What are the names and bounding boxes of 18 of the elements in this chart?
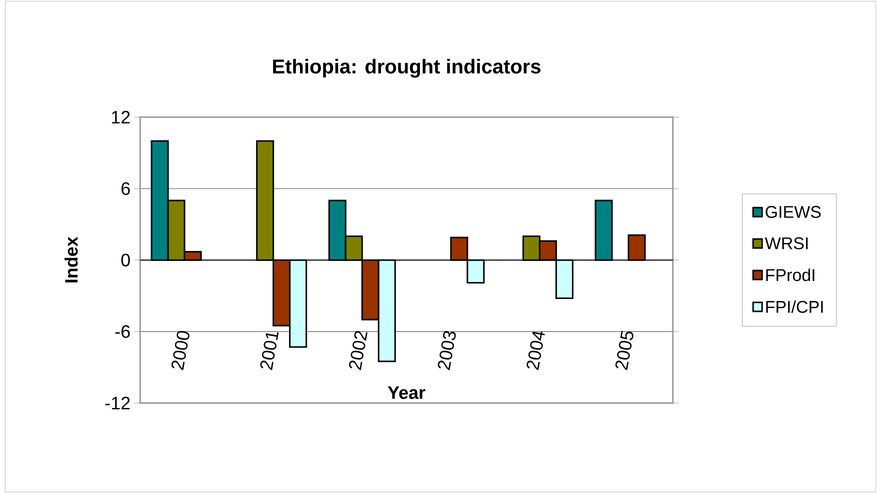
y-tick-label: 0 [121,254,130,266]
chart-title: Ethiopia: drought indicators [273,58,540,78]
legend-label: GIEWS [766,206,821,218]
y-tick-label: -12 [105,396,130,410]
y-axis-title: Index [64,236,78,282]
legend-label: FProdI [766,268,814,282]
legend-label: FPI/CPI [766,300,823,313]
x-tick-label: 2004 [526,331,545,370]
y-tick-label: 6 [122,182,130,195]
x-tick-label: 2003 [438,330,456,370]
x-axis-title: Year [388,386,426,399]
x-tick-label: 2001 [260,332,279,370]
y-tick-label: 12 [112,110,130,124]
legend-label: WRSI [764,237,808,250]
x-tick-label: 2002 [349,330,368,370]
x-tick-label: 2005 [615,330,634,370]
y-tick-label: -6 [115,325,130,338]
x-tick-label: 2000 [171,330,190,370]
